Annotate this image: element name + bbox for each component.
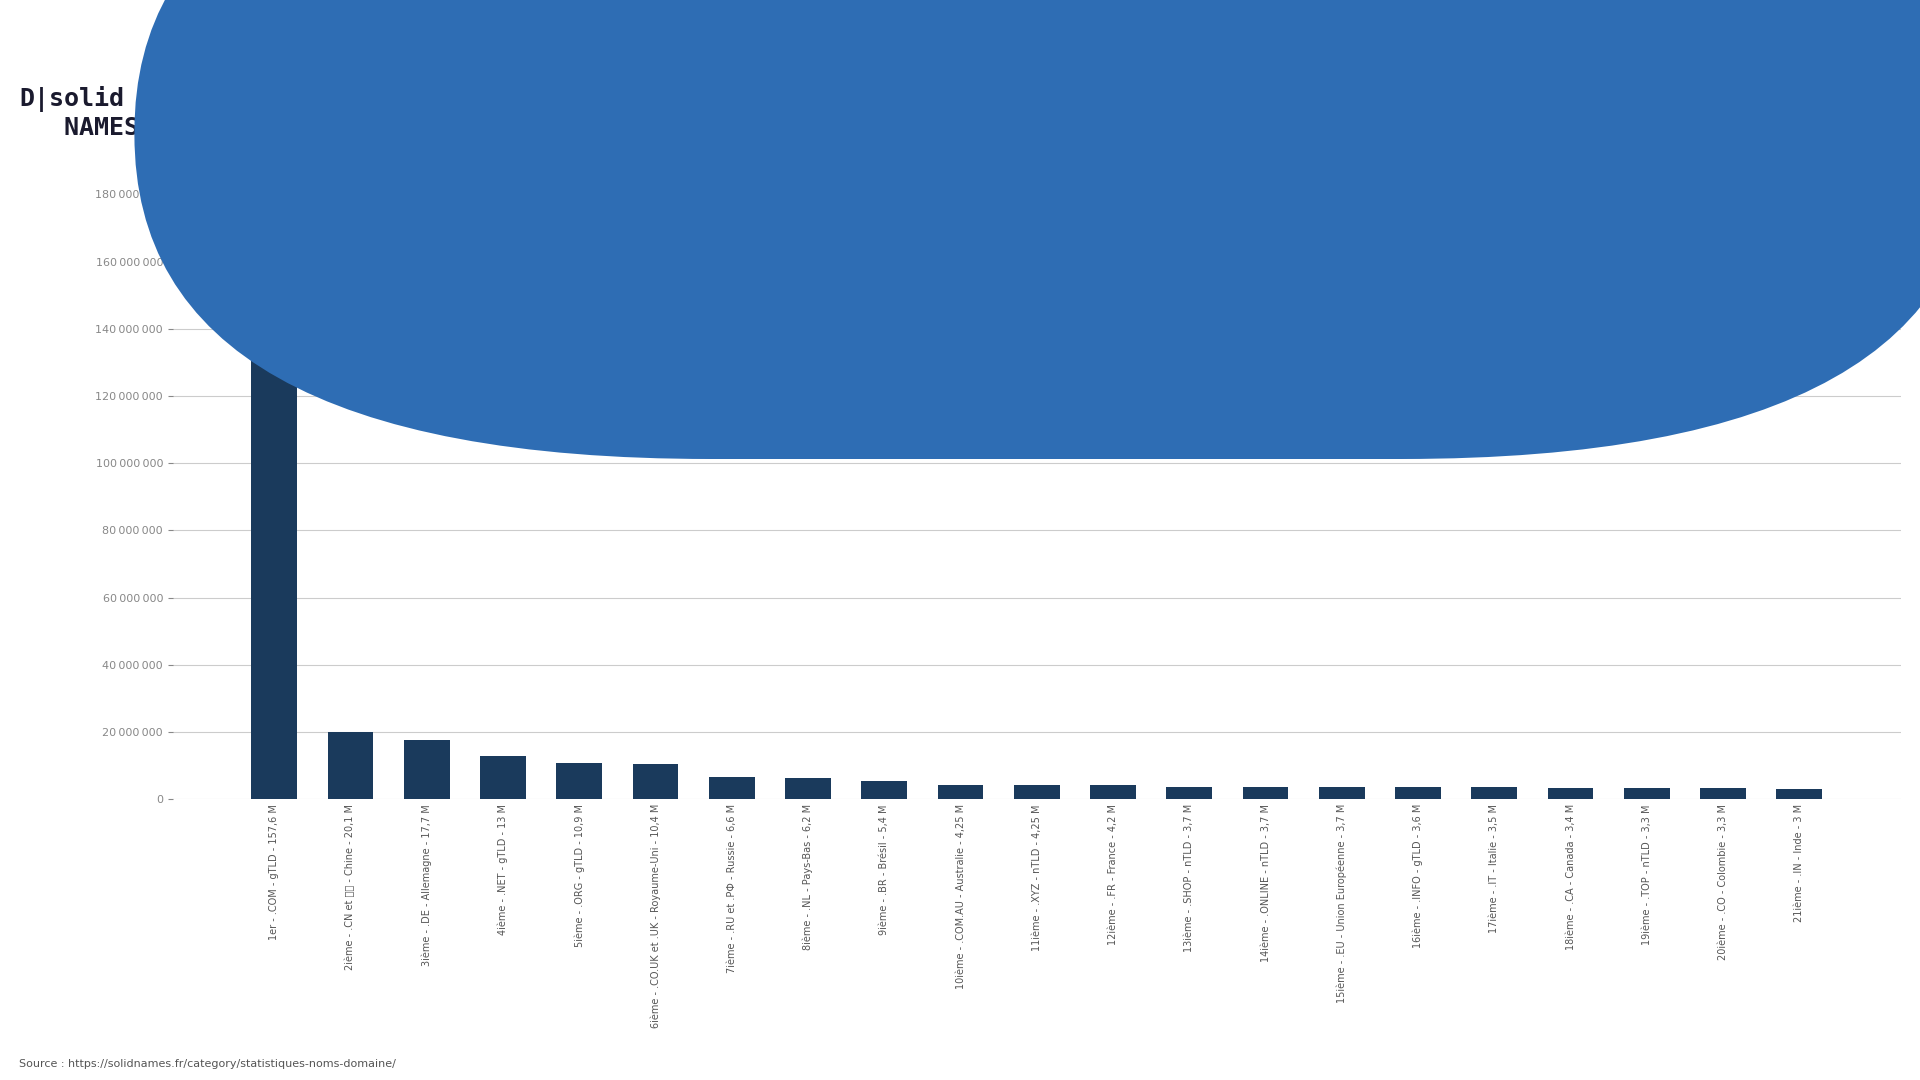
- Bar: [1396, 787, 1442, 799]
- Bar: [1471, 787, 1517, 799]
- Bar: [937, 785, 983, 799]
- Text: 362 millions de noms de domaine en 2024: 362 millions de noms de domaine en 2024: [493, 76, 1619, 121]
- Bar: [252, 270, 298, 799]
- Bar: [1319, 786, 1365, 799]
- Bar: [708, 777, 755, 799]
- Text: D|solid
   NAMES: D|solid NAMES: [19, 86, 138, 140]
- Bar: [1091, 785, 1137, 799]
- Bar: [480, 756, 526, 799]
- Bar: [1776, 789, 1822, 799]
- Bar: [1624, 788, 1670, 799]
- Bar: [632, 765, 678, 799]
- Text: 21 extensions avec plus de 3 millions de noms de domaine déposés: 21 extensions avec plus de 3 millions de…: [724, 157, 1388, 177]
- Bar: [862, 781, 906, 799]
- Bar: [1701, 788, 1745, 799]
- Bar: [328, 731, 372, 799]
- Bar: [1548, 787, 1594, 799]
- Bar: [1167, 786, 1212, 799]
- Bar: [1242, 786, 1288, 799]
- Text: Source : https://solidnames.fr/category/statistiques-noms-domaine/: Source : https://solidnames.fr/category/…: [19, 1059, 396, 1069]
- Bar: [1014, 785, 1060, 799]
- Bar: [403, 740, 449, 799]
- Bar: [785, 779, 831, 799]
- Bar: [557, 762, 603, 799]
